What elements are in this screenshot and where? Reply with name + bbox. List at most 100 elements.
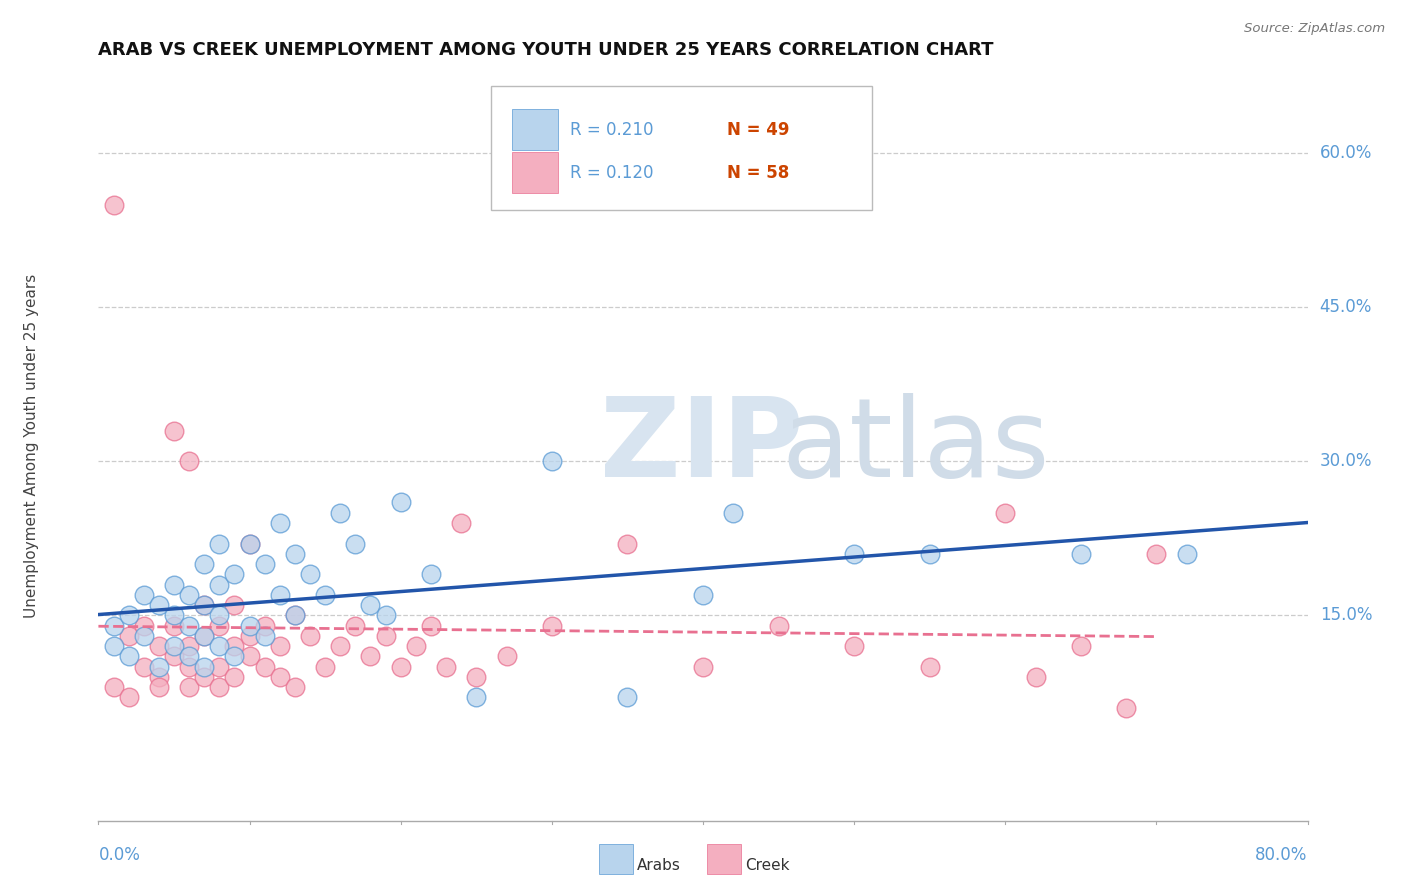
Text: R = 0.120: R = 0.120 [569,163,654,181]
Point [314,659,336,673]
Point [239,536,262,550]
Point [179,588,201,602]
Point [434,659,457,673]
Point [193,598,215,612]
Point [193,598,215,612]
Text: 0.0%: 0.0% [98,847,141,864]
Point [208,608,231,623]
Point [224,670,246,684]
Point [994,506,1017,520]
Text: 15.0%: 15.0% [1320,607,1372,624]
Point [1115,700,1137,714]
Point [389,495,412,509]
Point [1175,547,1198,561]
Point [284,608,307,623]
Point [224,649,246,664]
Point [692,588,714,602]
Point [253,659,276,673]
Point [148,670,170,684]
Text: Source: ZipAtlas.com: Source: ZipAtlas.com [1244,22,1385,36]
Point [163,608,186,623]
Point [193,629,215,643]
Text: ARAB VS CREEK UNEMPLOYMENT AMONG YOUTH UNDER 25 YEARS CORRELATION CHART: ARAB VS CREEK UNEMPLOYMENT AMONG YOUTH U… [98,41,994,59]
Point [329,506,352,520]
Point [179,618,201,632]
Point [208,536,231,550]
Point [269,588,291,602]
Point [269,639,291,653]
Point [405,639,427,653]
Point [132,659,155,673]
Point [465,690,488,705]
FancyBboxPatch shape [512,109,558,151]
Text: Unemployment Among Youth under 25 years: Unemployment Among Youth under 25 years [24,274,39,618]
Point [253,618,276,632]
Point [284,547,307,561]
Point [239,649,262,664]
Point [132,588,155,602]
Point [374,629,396,643]
FancyBboxPatch shape [512,152,558,193]
Point [540,454,562,468]
Point [179,454,201,468]
Point [163,618,186,632]
Point [1070,547,1092,561]
Point [299,629,322,643]
Text: Creek: Creek [745,858,790,872]
Text: R = 0.210: R = 0.210 [569,120,654,139]
Point [329,639,352,653]
Point [269,670,291,684]
Point [692,659,714,673]
Point [148,639,170,653]
Point [179,639,201,653]
Point [616,690,638,705]
Point [844,639,866,653]
Point [208,639,231,653]
Point [103,618,125,632]
Point [465,670,488,684]
Point [616,536,638,550]
Point [179,680,201,694]
Point [132,618,155,632]
Point [208,577,231,591]
Point [284,680,307,694]
Point [768,618,790,632]
Point [148,680,170,694]
Point [193,659,215,673]
Text: 60.0%: 60.0% [1320,145,1372,162]
Point [148,598,170,612]
Point [179,659,201,673]
Text: 80.0%: 80.0% [1256,847,1308,864]
Point [224,598,246,612]
Point [918,659,941,673]
Point [208,659,231,673]
Point [269,516,291,530]
Point [723,506,745,520]
Point [208,680,231,694]
Text: 45.0%: 45.0% [1320,299,1372,317]
Point [420,567,443,582]
Point [918,547,941,561]
Point [239,536,262,550]
Text: ZIP: ZIP [600,392,804,500]
Point [103,680,125,694]
Point [253,629,276,643]
Text: N = 49: N = 49 [727,120,790,139]
Point [224,567,246,582]
Point [1024,670,1046,684]
Point [253,557,276,571]
Point [239,618,262,632]
Point [118,649,141,664]
Point [132,629,155,643]
Text: atlas: atlas [782,392,1050,500]
Point [389,659,412,673]
Point [103,639,125,653]
Point [148,659,170,673]
Point [224,639,246,653]
Point [179,649,201,664]
Point [374,608,396,623]
Point [450,516,472,530]
Point [844,547,866,561]
Point [284,608,307,623]
Point [193,670,215,684]
